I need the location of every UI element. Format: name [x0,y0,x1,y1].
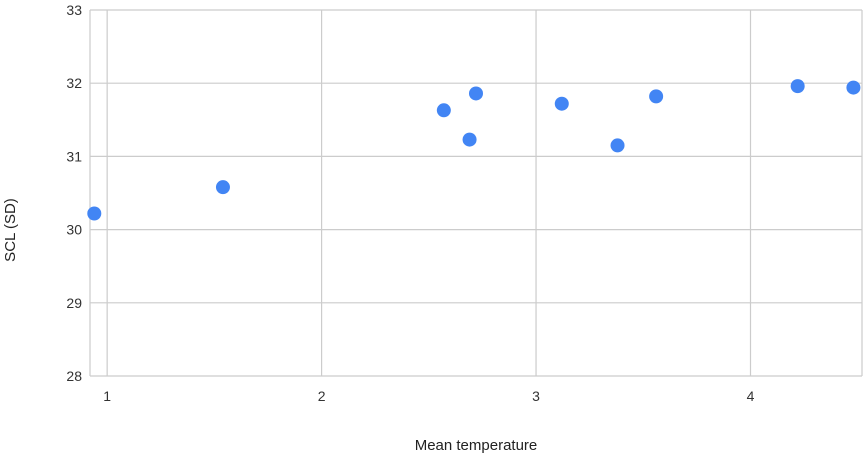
y-tick-label: 30 [66,222,82,238]
x-tick-label: 2 [318,388,326,404]
data-point [462,132,477,147]
data-point [790,79,805,94]
data-point [436,103,451,118]
data-point [610,138,625,153]
data-point [554,96,569,111]
grid-lines [89,9,863,377]
y-tick-label: 32 [66,75,82,91]
y-tick-label: 31 [66,148,82,164]
data-point [469,86,483,101]
tick-labels: 28 29 30 31 32 33 1 2 3 4 [66,2,754,404]
x-tick-label: 3 [532,388,540,404]
data-point [215,180,230,195]
data-points [87,79,861,221]
y-tick-label: 28 [66,368,82,384]
data-point [649,89,664,104]
x-axis-title: Mean temperature [415,437,538,454]
data-point [846,80,861,95]
y-axis-title: SCL (SD) [2,198,19,262]
y-tick-label: 29 [66,295,82,311]
y-tick-label: 33 [66,2,82,18]
x-tick-label: 1 [103,388,111,404]
x-tick-label: 4 [747,388,755,404]
data-point [87,206,102,221]
